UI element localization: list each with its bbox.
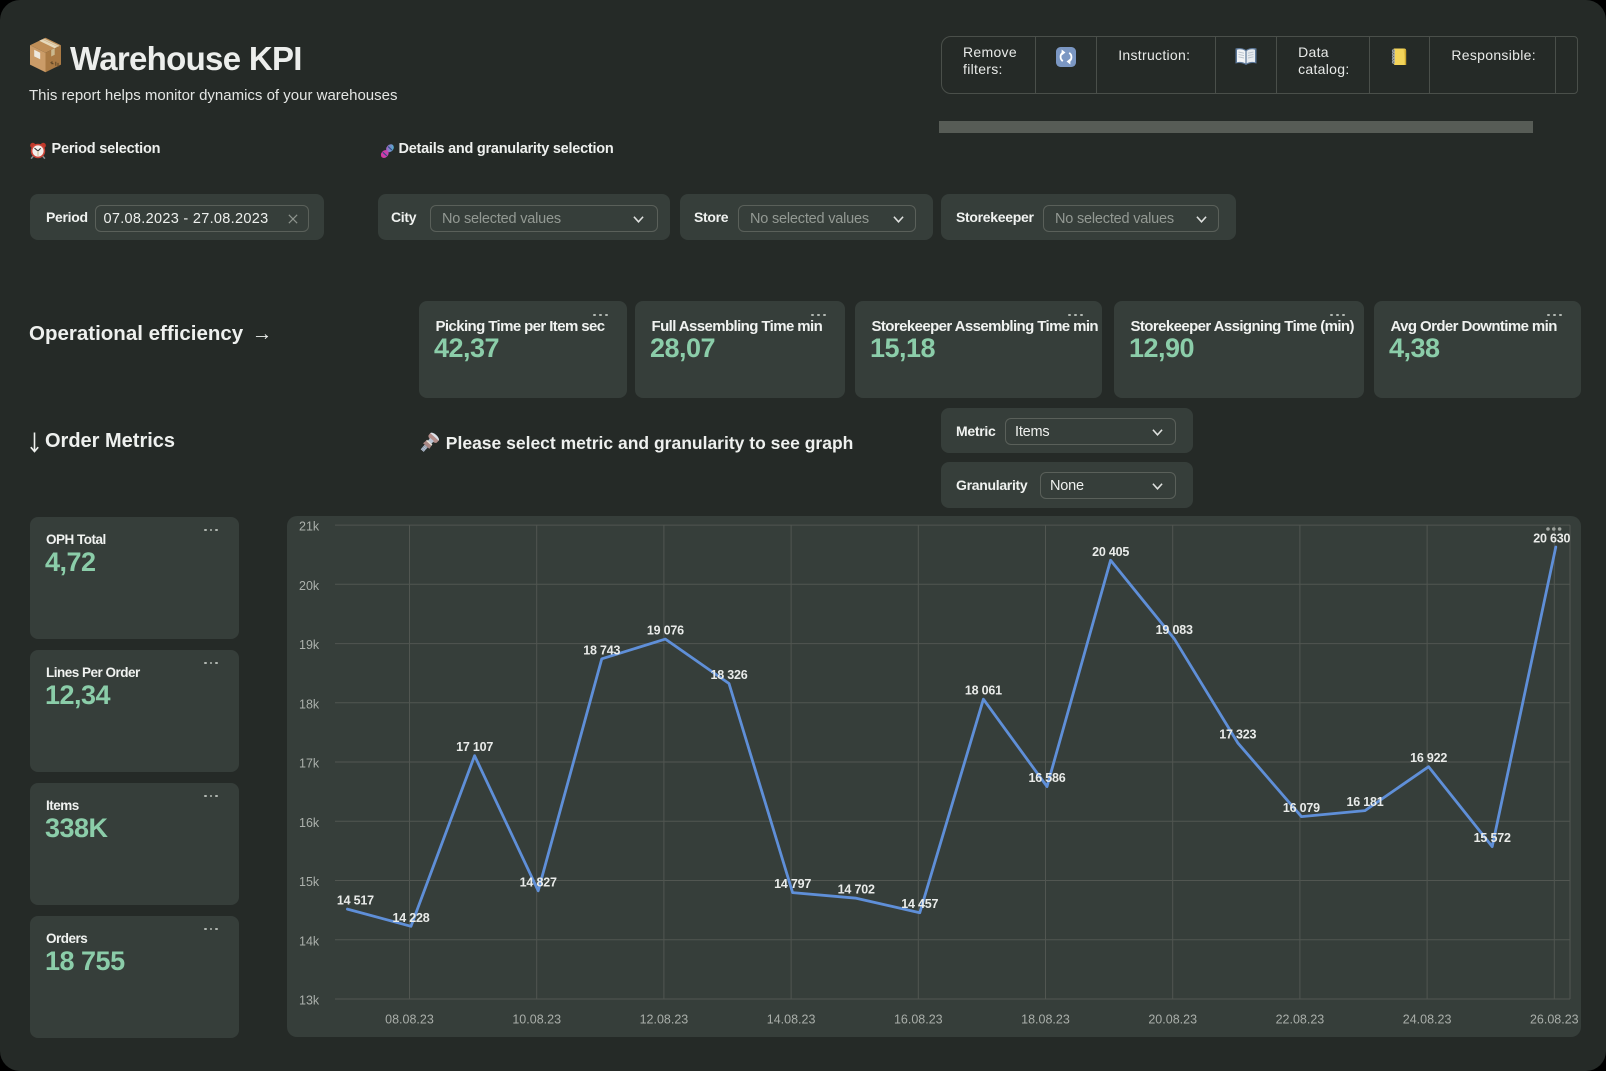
svg-text:20 630: 20 630 (1533, 532, 1570, 546)
svg-text:14k: 14k (299, 934, 320, 948)
svg-text:16k: 16k (299, 816, 320, 830)
svg-text:13k: 13k (299, 994, 320, 1008)
svg-text:19k: 19k (299, 638, 320, 652)
svg-text:19 083: 19 083 (1156, 623, 1193, 637)
svg-text:18.08.23: 18.08.23 (1021, 1013, 1070, 1027)
svg-text:10.08.23: 10.08.23 (512, 1013, 561, 1027)
svg-text:20k: 20k (299, 579, 320, 593)
svg-text:12.08.23: 12.08.23 (640, 1013, 689, 1027)
svg-text:16.08.23: 16.08.23 (894, 1013, 943, 1027)
svg-text:17 323: 17 323 (1219, 727, 1256, 741)
svg-text:15 572: 15 572 (1474, 831, 1511, 845)
svg-text:17k: 17k (299, 757, 320, 771)
svg-text:16 079: 16 079 (1283, 801, 1320, 815)
svg-text:18 326: 18 326 (710, 668, 747, 682)
svg-text:14 797: 14 797 (774, 877, 811, 891)
svg-text:15k: 15k (299, 875, 320, 889)
svg-text:14 228: 14 228 (392, 911, 429, 925)
svg-text:26.08.23: 26.08.23 (1530, 1013, 1579, 1027)
svg-text:19 076: 19 076 (647, 624, 684, 638)
svg-text:14 457: 14 457 (901, 897, 938, 911)
svg-text:14 827: 14 827 (520, 875, 557, 889)
svg-text:18 743: 18 743 (583, 643, 620, 657)
svg-text:14 517: 14 517 (337, 894, 374, 908)
svg-text:14.08.23: 14.08.23 (767, 1013, 816, 1027)
svg-text:08.08.23: 08.08.23 (385, 1013, 434, 1027)
svg-text:20 405: 20 405 (1092, 545, 1129, 559)
svg-text:18k: 18k (299, 697, 320, 711)
svg-text:16 922: 16 922 (1410, 751, 1447, 765)
svg-text:17 107: 17 107 (456, 740, 493, 754)
svg-text:14 702: 14 702 (838, 883, 875, 897)
svg-text:20.08.23: 20.08.23 (1148, 1013, 1197, 1027)
svg-text:24.08.23: 24.08.23 (1403, 1013, 1452, 1027)
svg-text:18 061: 18 061 (965, 684, 1002, 698)
svg-text:22.08.23: 22.08.23 (1276, 1013, 1325, 1027)
svg-text:16 586: 16 586 (1028, 771, 1065, 785)
svg-text:21k: 21k (299, 520, 320, 534)
svg-text:16 181: 16 181 (1346, 795, 1383, 809)
